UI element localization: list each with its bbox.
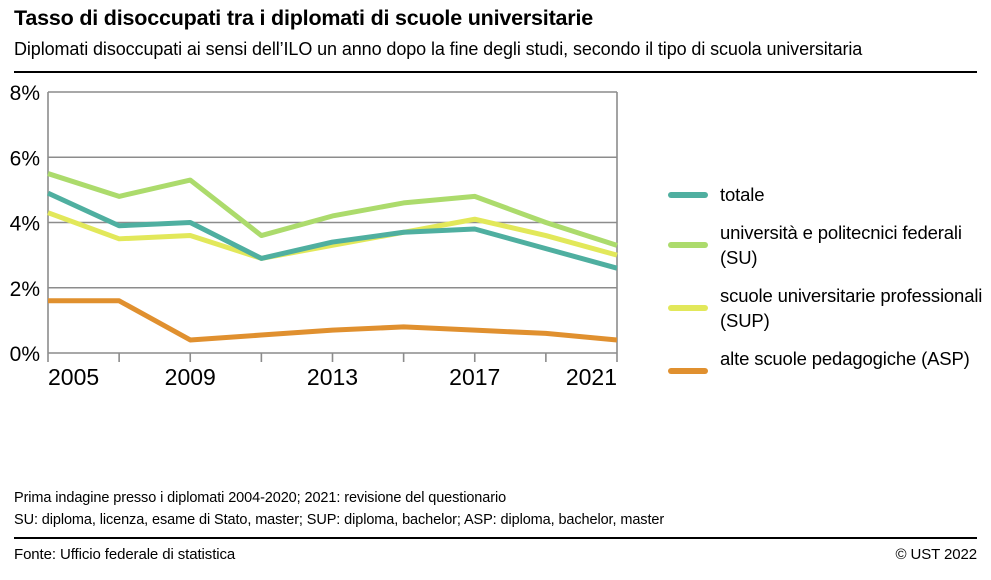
copyright-text: © UST 2022 — [895, 546, 978, 563]
x-axis-tick-label: 2017 — [449, 364, 500, 390]
legend-swatch-su — [668, 242, 708, 249]
header-divider — [14, 70, 977, 73]
source-bar: Fonte: Ufficio federale di statistica © … — [14, 546, 977, 563]
y-axis-tick-label: 2% — [10, 277, 40, 300]
footnote-line-2: SU: diploma, licenza, esame di Stato, ma… — [14, 512, 665, 529]
legend-label-su: università e politecnici federali (SU) — [720, 222, 962, 268]
page-title: Tasso di disoccupati tra i diplomati di … — [14, 6, 593, 30]
legend-swatch-sup — [668, 305, 708, 312]
x-axis-tick-label: 2013 — [307, 364, 358, 390]
legend-label-sup: scuole universitarie professionali (SUP) — [720, 285, 983, 331]
data-series-line — [47, 210, 618, 261]
footnote-line-1: Prima indagine presso i diplomati 2004-2… — [14, 490, 507, 506]
line-chart-svg: 0% 2% 4% 6% 8% 2005 2009 2013 2017 2021 — [10, 82, 618, 390]
x-axis-tick-label: 2005 — [48, 364, 99, 390]
y-axis-tick-label: 6% — [10, 147, 40, 170]
chart-footnotes: Prima indagine presso i diplomati 2004-2… — [14, 487, 977, 531]
page-subtitle: Diplomati disoccupati ai sensi dell’ILO … — [14, 38, 863, 59]
legend-label-totale: totale — [720, 184, 765, 205]
legend-swatch-totale — [668, 192, 708, 198]
legend-item-asp[interactable]: alte scuole pedagogiche (ASP) — [668, 347, 984, 375]
data-series-line — [47, 170, 618, 248]
plot-area: 0% 2% 4% 6% 8% 2005 2009 2013 2017 2021 — [0, 76, 991, 396]
data-series-line — [46, 190, 618, 271]
legend-item-sup[interactable]: scuole universitarie professionali (SUP) — [668, 284, 984, 333]
chart-legend: totale università e politecnici federali… — [668, 183, 984, 388]
source-text: Fonte: Ufficio federale di statistica — [14, 546, 236, 563]
legend-label-asp: alte scuole pedagogiche (ASP) — [720, 348, 970, 370]
y-axis-tick-label: 0% — [10, 343, 40, 366]
data-series-line — [48, 297, 618, 343]
x-axis-tick-label: 2021 — [566, 364, 617, 390]
footer-divider — [14, 537, 977, 539]
legend-item-su[interactable]: università e politecnici federali (SU) — [668, 221, 984, 270]
chart-header: Tasso di disoccupati tra i diplomati di … — [0, 0, 991, 62]
legend-item-totale[interactable]: totale — [668, 183, 984, 207]
y-axis-tick-label: 8% — [10, 82, 40, 105]
legend-swatch-asp — [668, 368, 708, 375]
y-axis-tick-label: 4% — [10, 212, 40, 235]
x-axis-tick-label: 2009 — [165, 364, 216, 390]
